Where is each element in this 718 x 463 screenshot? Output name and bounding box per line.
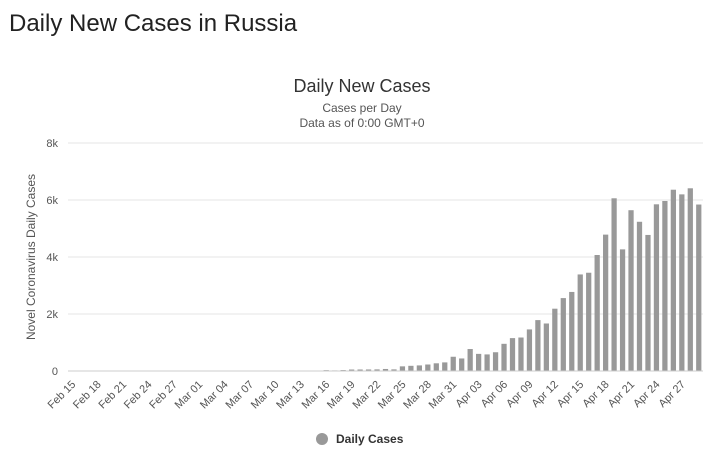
bar[interactable] — [526, 329, 533, 371]
page-heading: Daily New Cases in Russia — [9, 10, 298, 37]
bar[interactable] — [552, 308, 558, 371]
chart-subtitle: Cases per Day — [322, 101, 401, 115]
bar[interactable] — [476, 353, 482, 371]
bar[interactable] — [459, 358, 465, 371]
x-tick-label: Apr 12 — [530, 379, 561, 410]
bar[interactable] — [492, 352, 499, 371]
bar[interactable] — [653, 204, 660, 371]
legend-marker — [316, 433, 328, 445]
y-tick-label: 8k — [46, 138, 58, 150]
bar[interactable] — [391, 369, 397, 371]
bar[interactable] — [577, 274, 583, 371]
bar[interactable] — [611, 198, 617, 371]
bar[interactable] — [425, 364, 431, 371]
bars-group — [205, 188, 702, 371]
bar[interactable] — [569, 291, 575, 371]
x-tick-label: Apr 15 — [555, 379, 586, 410]
bar[interactable] — [467, 349, 473, 371]
y-axis-label: Novel Coronavirus Daily Cases — [24, 174, 38, 340]
bar[interactable] — [374, 369, 380, 371]
bar[interactable] — [408, 365, 414, 371]
legend-label: Daily Cases — [336, 432, 404, 446]
chart-title: Daily New Cases — [293, 76, 430, 96]
bar[interactable] — [450, 356, 456, 371]
bar[interactable] — [357, 369, 363, 371]
bar[interactable] — [636, 221, 643, 371]
bar[interactable] — [365, 369, 372, 371]
x-tick-label: Apr 18 — [580, 379, 611, 410]
x-tick-label: Apr 09 — [504, 379, 535, 410]
bar[interactable] — [628, 210, 634, 371]
bar[interactable] — [645, 234, 651, 371]
x-tick-label: Apr 06 — [479, 379, 510, 410]
bar[interactable] — [349, 369, 355, 371]
bar[interactable] — [586, 272, 592, 371]
bar[interactable] — [433, 363, 439, 371]
x-tick-label: Mar 31 — [427, 379, 460, 412]
y-tick-label: 6k — [46, 195, 58, 207]
bar[interactable] — [696, 204, 702, 371]
bar[interactable] — [399, 366, 406, 371]
x-tick-label: Apr 24 — [631, 379, 662, 410]
bar[interactable] — [603, 234, 609, 371]
y-tick-label: 4k — [46, 252, 58, 264]
bar[interactable] — [416, 365, 422, 371]
legend-item[interactable]: Daily Cases — [316, 432, 404, 446]
bar[interactable] — [560, 298, 566, 371]
y-tick-label: 2k — [46, 309, 58, 321]
bar[interactable] — [518, 337, 524, 371]
bar[interactable] — [679, 194, 685, 371]
bar[interactable] — [594, 255, 600, 371]
bar[interactable] — [662, 200, 668, 371]
bar[interactable] — [509, 338, 516, 371]
bar[interactable] — [442, 362, 448, 371]
x-tick-label: Apr 21 — [606, 379, 637, 410]
y-axis-ticks: 0 2k 4k 6k 8k — [46, 138, 58, 378]
bar[interactable] — [543, 323, 549, 371]
bar[interactable] — [535, 320, 541, 371]
x-tick-label: Apr 27 — [657, 379, 688, 410]
bar[interactable] — [670, 189, 676, 371]
bar[interactable] — [484, 354, 490, 371]
x-tick-label: Apr 03 — [453, 379, 484, 410]
bar[interactable] — [501, 343, 507, 371]
y-tick-label: 0 — [52, 366, 58, 378]
chart-subtitle-2: Data as of 0:00 GMT+0 — [299, 116, 424, 130]
bar[interactable] — [619, 249, 626, 371]
bar[interactable] — [687, 188, 693, 371]
bar[interactable] — [382, 368, 389, 371]
